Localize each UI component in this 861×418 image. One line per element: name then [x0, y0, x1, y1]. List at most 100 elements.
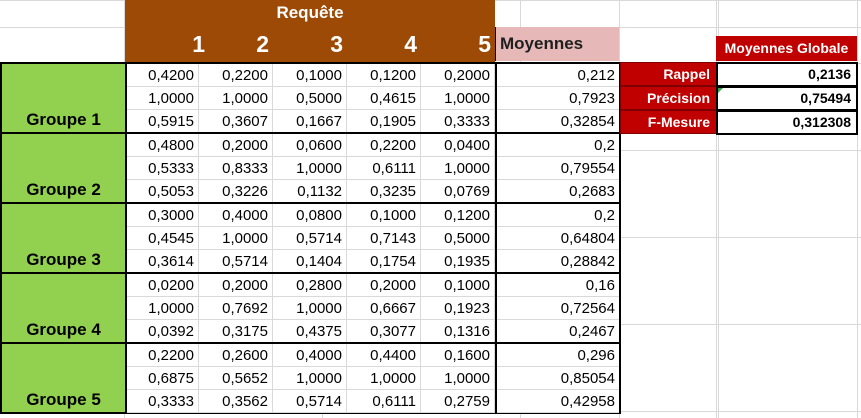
cell-value-q3[interactable]: 1,0000 [273, 367, 347, 390]
cell-value-q4[interactable]: 0,4615 [347, 87, 421, 110]
cell-value-q1[interactable]: 0,2200 [127, 344, 199, 367]
cell-value-q5[interactable]: 0,2759 [421, 390, 495, 413]
cell-value-q2[interactable]: 0,3175 [199, 320, 273, 343]
cell-value-q2[interactable]: 0,2600 [199, 344, 273, 367]
cell-value-q3[interactable]: 0,5714 [273, 227, 347, 250]
cell-value-q5[interactable]: 0,1923 [421, 297, 495, 320]
cell-value-q4[interactable]: 0,3235 [347, 180, 421, 203]
cell-value-q1[interactable]: 0,3000 [127, 204, 199, 227]
cell-value-q3[interactable]: 0,4000 [273, 344, 347, 367]
cell-value-q4[interactable]: 0,1200 [347, 64, 421, 87]
requete-header[interactable]: Requête [125, 0, 495, 26]
column-header-1[interactable]: 1 [192, 31, 205, 57]
cell-value-q3[interactable]: 0,1667 [273, 110, 347, 133]
cell-value-q1[interactable]: 0,0392 [127, 320, 199, 343]
cell-value-q5[interactable]: 1,0000 [421, 367, 495, 390]
cell-value-q1[interactable]: 0,3614 [127, 250, 199, 273]
group-label-cell[interactable]: Groupe 3 [0, 202, 127, 274]
cell-value-q5[interactable]: 0,0769 [421, 180, 495, 203]
cell-value-q3[interactable]: 1,0000 [273, 157, 347, 180]
cell-moyenne[interactable]: 0,42958 [497, 390, 619, 413]
cell-value-q5[interactable]: 0,1000 [421, 274, 495, 297]
cell-moyenne[interactable]: 0,16 [497, 274, 619, 297]
moyennes-globale-header[interactable]: Moyennes Globale [716, 36, 857, 61]
cell-value-q4[interactable]: 0,1000 [347, 204, 421, 227]
cell-value-q1[interactable]: 0,5053 [127, 180, 199, 203]
cell-value-q3[interactable]: 1,0000 [273, 297, 347, 320]
cell-value-q4[interactable]: 1,0000 [347, 367, 421, 390]
cell-value-q5[interactable]: 0,1200 [421, 204, 495, 227]
cell-value-q4[interactable]: 0,6111 [347, 390, 421, 413]
cell-value-q3[interactable]: 0,1404 [273, 250, 347, 273]
cell-moyenne[interactable]: 0,72564 [497, 297, 619, 320]
cell-value-q4[interactable]: 0,2000 [347, 274, 421, 297]
cell-value-q2[interactable]: 0,8333 [199, 157, 273, 180]
cell-value-q5[interactable]: 0,0400 [421, 134, 495, 157]
cell-value-q3[interactable]: 0,5714 [273, 390, 347, 413]
cell-value-q3[interactable]: 0,0600 [273, 134, 347, 157]
column-header-3[interactable]: 3 [330, 31, 343, 57]
cell-value-q1[interactable]: 1,0000 [127, 297, 199, 320]
globale-label-rappel[interactable]: Rappel [620, 62, 717, 86]
cell-value-q1[interactable]: 0,5915 [127, 110, 199, 133]
cell-value-q1[interactable]: 0,4200 [127, 64, 199, 87]
cell-value-q5[interactable]: 0,1600 [421, 344, 495, 367]
cell-value-q4[interactable]: 0,3077 [347, 320, 421, 343]
group-label-cell[interactable]: Groupe 1 [0, 62, 127, 134]
cell-moyenne[interactable]: 0,212 [497, 64, 619, 87]
cell-value-q4[interactable]: 0,1905 [347, 110, 421, 133]
cell-value-q5[interactable]: 0,1935 [421, 250, 495, 273]
cell-value-q3[interactable]: 0,1000 [273, 64, 347, 87]
cell-value-q4[interactable]: 0,6111 [347, 157, 421, 180]
globale-label-precision[interactable]: Précision [620, 86, 717, 110]
column-header-4[interactable]: 4 [404, 31, 417, 57]
cell-moyenne[interactable]: 0,2467 [497, 320, 619, 343]
cell-value-q2[interactable]: 0,7692 [199, 297, 273, 320]
cell-value-q2[interactable]: 0,2000 [199, 274, 273, 297]
cell-value-q2[interactable]: 0,3226 [199, 180, 273, 203]
cell-value-q4[interactable]: 0,2200 [347, 134, 421, 157]
cell-value-q2[interactable]: 0,3562 [199, 390, 273, 413]
moyennes-header[interactable]: Moyennes [495, 27, 619, 61]
globale-label-fmesure[interactable]: F-Mesure [620, 110, 717, 134]
cell-value-q4[interactable]: 0,6667 [347, 297, 421, 320]
cell-value-q5[interactable]: 1,0000 [421, 157, 495, 180]
globale-value-precision[interactable]: 0,75494 [716, 86, 858, 111]
cell-value-q3[interactable]: 0,5000 [273, 87, 347, 110]
cell-value-q5[interactable]: 0,1316 [421, 320, 495, 343]
cell-value-q5[interactable]: 0,3333 [421, 110, 495, 133]
cell-value-q2[interactable]: 0,5714 [199, 250, 273, 273]
cell-value-q3[interactable]: 0,2800 [273, 274, 347, 297]
cell-value-q1[interactable]: 0,0200 [127, 274, 199, 297]
cell-value-q2[interactable]: 0,3607 [199, 110, 273, 133]
cell-moyenne[interactable]: 0,85054 [497, 367, 619, 390]
column-header-2[interactable]: 2 [256, 31, 269, 57]
cell-value-q1[interactable]: 1,0000 [127, 87, 199, 110]
cell-moyenne[interactable]: 0,32854 [497, 110, 619, 133]
cell-value-q2[interactable]: 1,0000 [199, 87, 273, 110]
cell-value-q2[interactable]: 0,5652 [199, 367, 273, 390]
cell-value-q2[interactable]: 0,2200 [199, 64, 273, 87]
cell-value-q2[interactable]: 0,2000 [199, 134, 273, 157]
cell-value-q4[interactable]: 0,4400 [347, 344, 421, 367]
cell-value-q2[interactable]: 0,4000 [199, 204, 273, 227]
cell-value-q1[interactable]: 0,5333 [127, 157, 199, 180]
cell-value-q3[interactable]: 0,0800 [273, 204, 347, 227]
cell-value-q1[interactable]: 0,6875 [127, 367, 199, 390]
cell-value-q1[interactable]: 0,4545 [127, 227, 199, 250]
cell-value-q5[interactable]: 1,0000 [421, 87, 495, 110]
group-label-cell[interactable]: Groupe 4 [0, 272, 127, 344]
cell-value-q3[interactable]: 0,1132 [273, 180, 347, 203]
cell-moyenne[interactable]: 0,28842 [497, 250, 619, 273]
cell-moyenne[interactable]: 0,2 [497, 204, 619, 227]
cell-value-q3[interactable]: 0,4375 [273, 320, 347, 343]
group-label-cell[interactable]: Groupe 2 [0, 132, 127, 204]
cell-value-q4[interactable]: 0,7143 [347, 227, 421, 250]
cell-moyenne[interactable]: 0,64804 [497, 227, 619, 250]
cell-value-q5[interactable]: 0,5000 [421, 227, 495, 250]
cell-moyenne[interactable]: 0,2683 [497, 180, 619, 203]
cell-value-q2[interactable]: 1,0000 [199, 227, 273, 250]
cell-value-q5[interactable]: 0,2000 [421, 64, 495, 87]
cell-value-q1[interactable]: 0,3333 [127, 390, 199, 413]
